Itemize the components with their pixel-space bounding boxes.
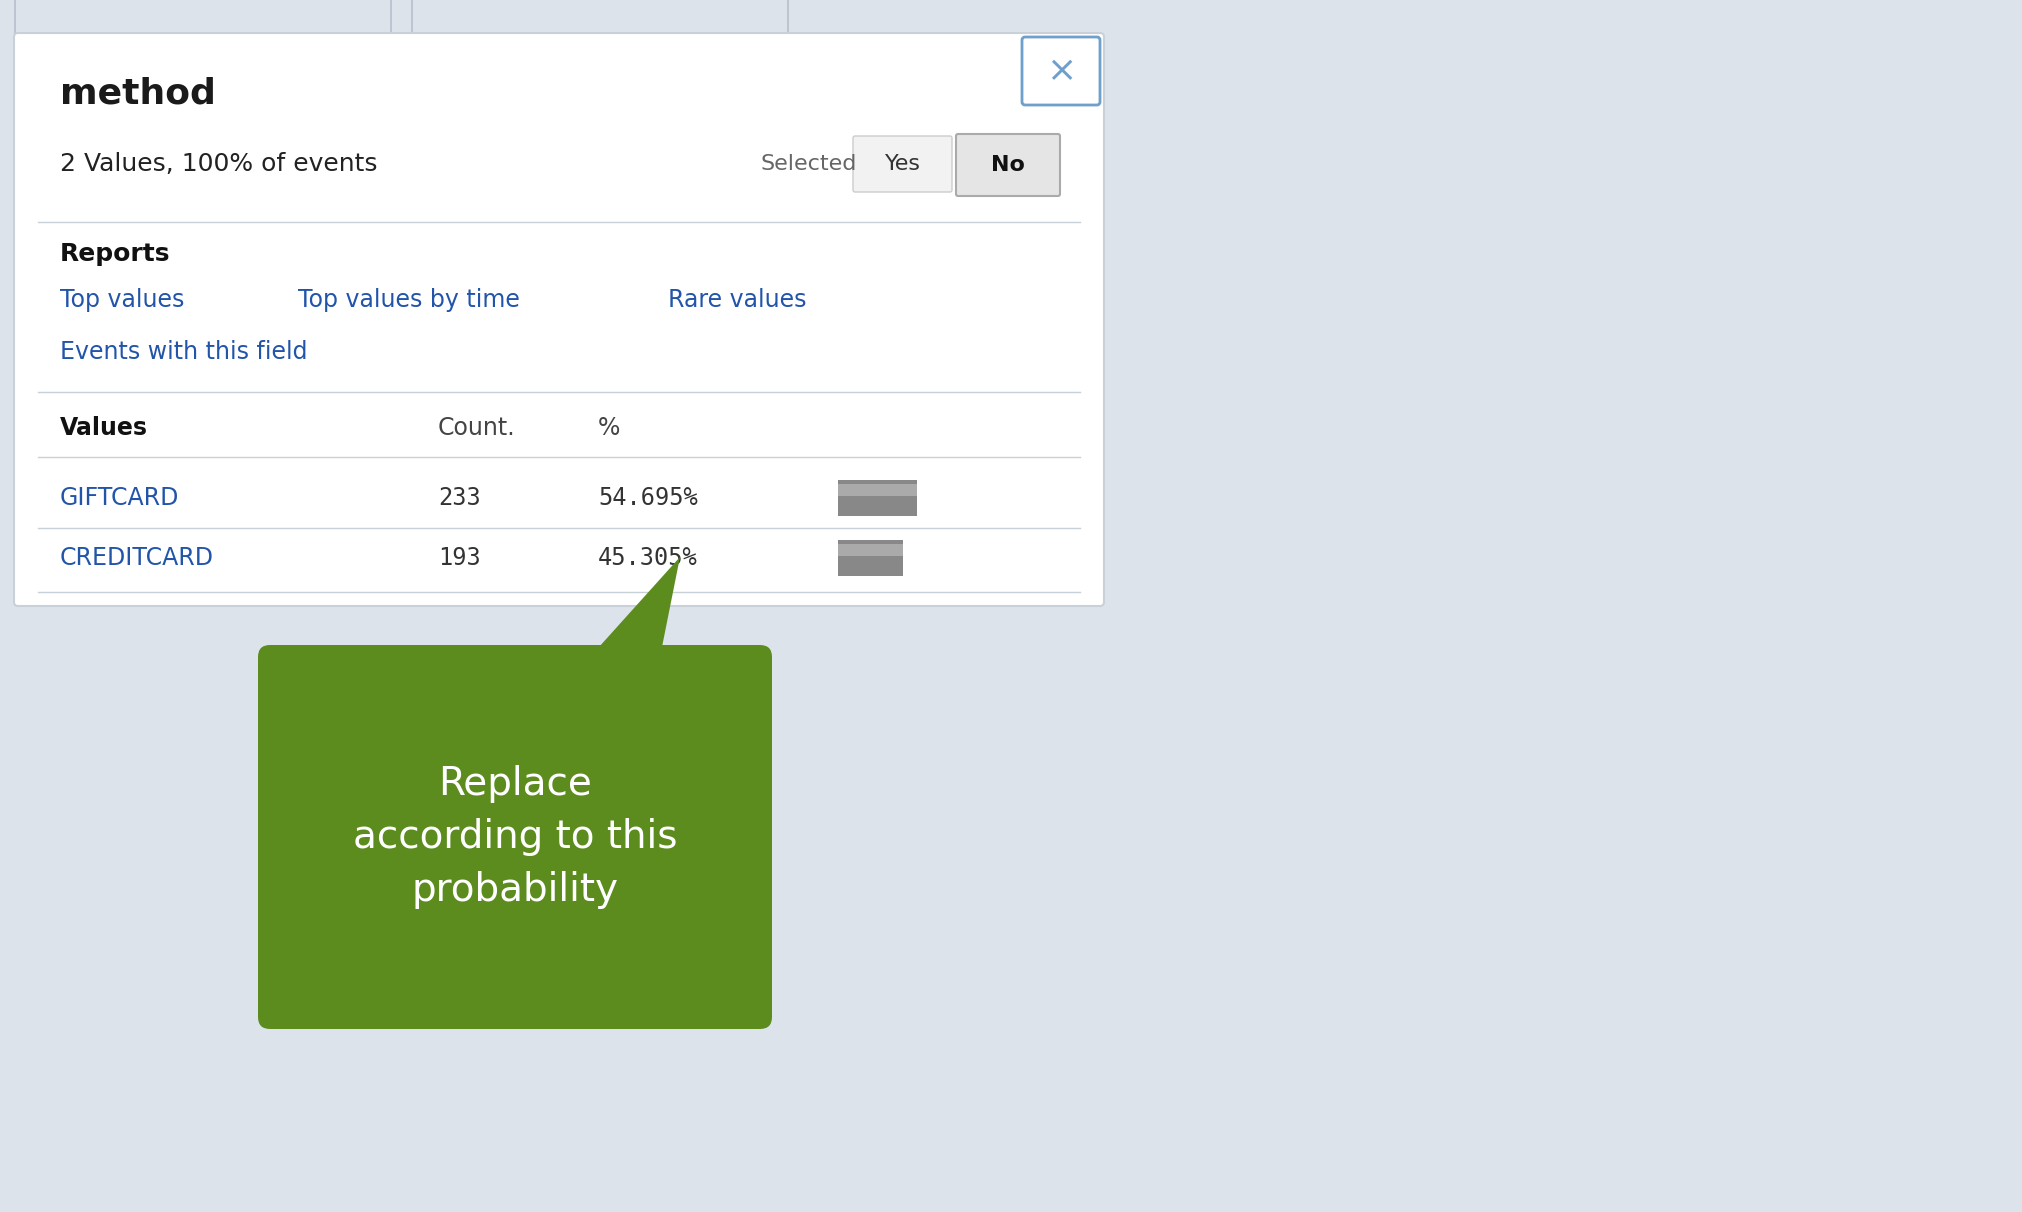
Text: 233: 233 bbox=[439, 486, 481, 510]
Text: No: No bbox=[991, 155, 1025, 175]
Text: GIFTCARD: GIFTCARD bbox=[61, 486, 180, 510]
FancyBboxPatch shape bbox=[837, 484, 918, 496]
Text: 45.305%: 45.305% bbox=[599, 545, 698, 570]
Text: CREDITCARD: CREDITCARD bbox=[61, 545, 214, 570]
FancyBboxPatch shape bbox=[14, 0, 390, 40]
Text: Events with this field: Events with this field bbox=[61, 341, 307, 364]
Text: Rare values: Rare values bbox=[667, 288, 807, 311]
FancyBboxPatch shape bbox=[412, 0, 789, 40]
FancyBboxPatch shape bbox=[259, 645, 772, 1029]
FancyBboxPatch shape bbox=[956, 135, 1060, 196]
Text: 54.695%: 54.695% bbox=[599, 486, 698, 510]
Text: method: method bbox=[61, 78, 216, 112]
FancyBboxPatch shape bbox=[837, 480, 918, 516]
Text: Top values by time: Top values by time bbox=[297, 288, 520, 311]
FancyBboxPatch shape bbox=[853, 136, 952, 191]
Text: Yes: Yes bbox=[884, 154, 920, 175]
Text: %: % bbox=[599, 416, 621, 440]
Text: ×: × bbox=[1045, 55, 1076, 88]
FancyBboxPatch shape bbox=[837, 544, 904, 556]
Text: Replace
according to this
probability: Replace according to this probability bbox=[352, 765, 677, 909]
FancyBboxPatch shape bbox=[14, 33, 1104, 606]
Text: Top values: Top values bbox=[61, 288, 184, 311]
FancyBboxPatch shape bbox=[837, 541, 904, 576]
Text: Reports: Reports bbox=[61, 242, 170, 265]
Text: 193: 193 bbox=[439, 545, 481, 570]
Text: Selected: Selected bbox=[760, 154, 857, 175]
Text: Count.: Count. bbox=[439, 416, 516, 440]
Text: Values: Values bbox=[61, 416, 148, 440]
Polygon shape bbox=[590, 558, 679, 657]
Text: 2 Values, 100% of events: 2 Values, 100% of events bbox=[61, 152, 378, 176]
FancyBboxPatch shape bbox=[1021, 38, 1100, 105]
